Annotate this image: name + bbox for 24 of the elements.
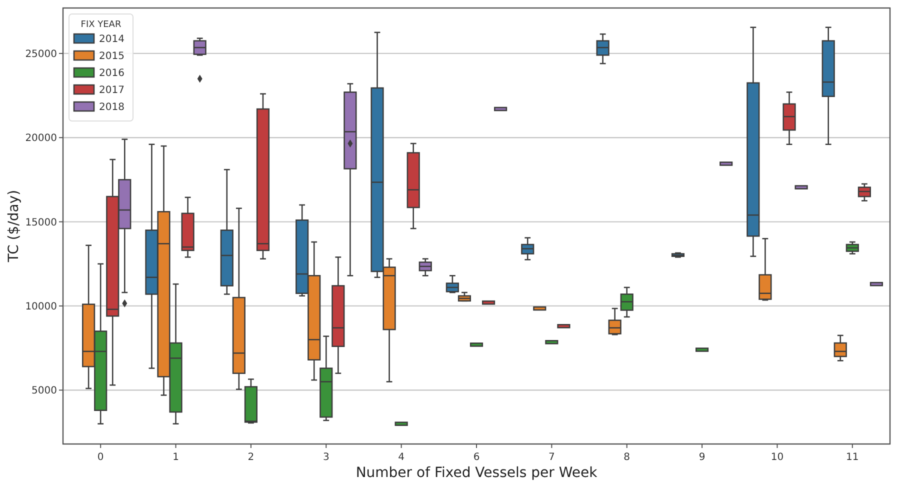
x-tick-label: 8 bbox=[624, 452, 630, 463]
x-tick-label: 4 bbox=[398, 452, 405, 463]
legend-label: 2018 bbox=[99, 102, 124, 113]
x-tick-label: 3 bbox=[322, 452, 330, 463]
x-tick-label: 7 bbox=[548, 452, 555, 463]
legend-label: 2014 bbox=[99, 34, 124, 45]
x-tick-label: 1 bbox=[172, 452, 179, 463]
y-tick-label: 20000 bbox=[25, 133, 57, 144]
legend-label: 2015 bbox=[99, 51, 124, 62]
x-axis-title: Number of Fixed Vessels per Week bbox=[356, 465, 598, 481]
y-tick-label: 25000 bbox=[25, 48, 57, 60]
x-tick-label: 2 bbox=[248, 452, 254, 463]
x-tick-label: 9 bbox=[698, 452, 706, 463]
y-axis-title: TC ($/day) bbox=[6, 190, 22, 264]
legend-label: 2017 bbox=[99, 85, 124, 96]
x-tick-label: 11 bbox=[846, 452, 859, 463]
y-tick-label: 5000 bbox=[32, 386, 57, 397]
y-tick-label: 15000 bbox=[25, 217, 57, 228]
x-tick-label: 10 bbox=[770, 452, 784, 463]
x-tick-label: 0 bbox=[97, 452, 104, 463]
x-tick-label: 6 bbox=[473, 452, 480, 463]
y-tick-label: 10000 bbox=[25, 301, 57, 312]
legend-label: 2016 bbox=[99, 68, 124, 79]
legend-title: FIX YEAR bbox=[80, 20, 122, 30]
